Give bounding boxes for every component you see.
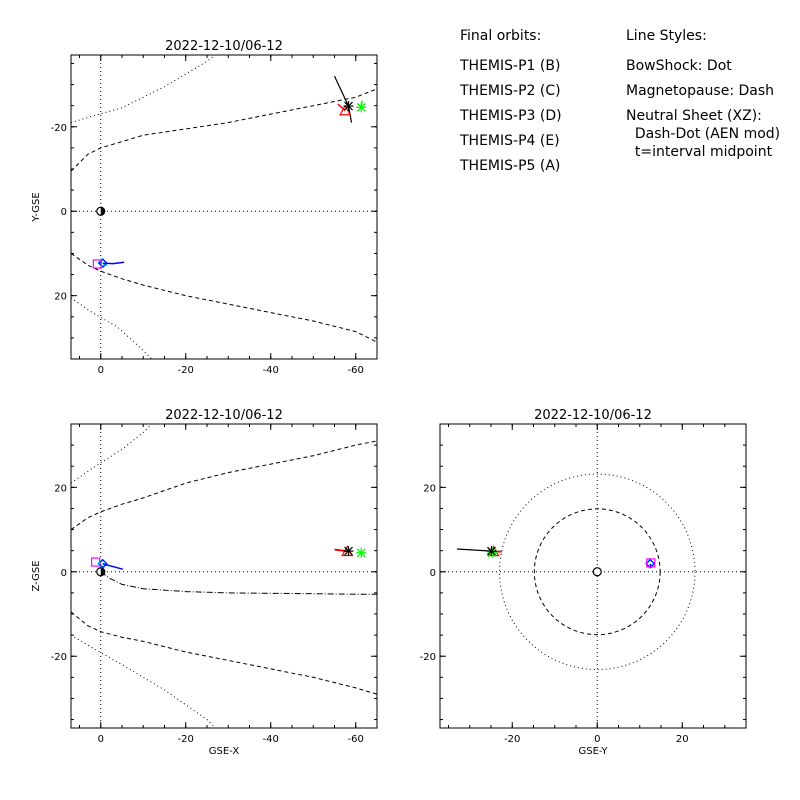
- bow-shock-line: [71, 55, 216, 124]
- x-tick-label: -20: [504, 734, 520, 745]
- probe-marker-p2: [356, 547, 367, 558]
- midpoint-stroke: [344, 101, 353, 111]
- probe-marker-p5: [91, 557, 101, 567]
- legend-style-neutral-sheet: Neutral Sheet (XZ):: [626, 108, 762, 124]
- y-tick-label: 0: [61, 207, 67, 218]
- midpoint-marker: [486, 546, 497, 557]
- legend-styles-header: Line Styles:: [626, 28, 707, 44]
- x-tick-label: -60: [348, 365, 364, 376]
- x-axis-label: GSE-X: [209, 746, 240, 757]
- probe-marker-p2: [356, 102, 367, 113]
- legend: Final orbits: Line Styles: THEMIS-P1 (B)…: [459, 28, 780, 174]
- y-tick-label: -20: [51, 123, 67, 134]
- panel-title: 2022-12-10/06-12: [165, 39, 283, 54]
- y-tick-label: 20: [423, 483, 436, 494]
- plot-frame: [70, 423, 378, 729]
- x-tick-label: 0: [594, 734, 600, 745]
- plot-area: [71, 424, 377, 728]
- midpoint-marker: [343, 546, 354, 557]
- probe-marker-p5: [92, 259, 102, 269]
- probe-marker-p2-stroke: [356, 548, 366, 558]
- earth-marker: [592, 567, 602, 577]
- x-tick-label: -40: [263, 734, 279, 745]
- probe-track-p1: [337, 103, 346, 112]
- bow-shock-line: [71, 424, 153, 484]
- neutral-sheet-line: [100, 571, 377, 595]
- x-tick-label: -60: [348, 734, 364, 745]
- legend-probe-p2: THEMIS-P2 (C): [459, 83, 561, 99]
- x-tick-label: -20: [178, 365, 194, 376]
- x-tick-label: 0: [98, 734, 104, 745]
- y-axis-label: Y-GSE: [31, 192, 42, 222]
- earth-night-side: [100, 567, 105, 576]
- x-axis-label: GSE-Y: [579, 746, 609, 757]
- panel-yz: 2022-12-10/06-12 -20 0 20 -20 0 20 GSE-Y: [420, 408, 747, 757]
- y-tick-label: -20: [420, 652, 436, 663]
- magnetopause-line: [71, 611, 377, 695]
- y-tick-label: 0: [61, 568, 67, 579]
- bow-shock-circle: [499, 473, 696, 671]
- legend-style-time-note: t=interval midpoint: [626, 144, 773, 160]
- midpoint-marker: [343, 101, 354, 112]
- probe-marker-p5: [646, 558, 656, 568]
- x-tick-label: 20: [676, 734, 689, 745]
- legend-style-bowshock: BowShock: Dot: [626, 58, 732, 74]
- legend-probe-p1: THEMIS-P1 (B): [459, 58, 560, 74]
- legend-probe-p3: THEMIS-P3 (D): [459, 108, 562, 124]
- probe-marker-p4: [98, 258, 108, 269]
- plot-area: [71, 55, 377, 359]
- x-tick-label: -20: [178, 734, 194, 745]
- earth-night-side: [100, 207, 105, 216]
- midpoint-stroke: [487, 546, 496, 556]
- panel-xz: 2022-12-10/06-12 0 -20 -40 -60 -20 0 20 GSE-X Z-G…: [31, 408, 378, 757]
- panel-xy: 2022-12-10/06-12 0 -20 -40 -60 -20 0 20 Y-GSE: [31, 39, 378, 376]
- panel-title: 2022-12-10/06-12: [534, 408, 652, 423]
- y-tick-label: 20: [54, 483, 67, 494]
- bow-shock-line: [71, 297, 153, 359]
- y-tick-label: -20: [51, 652, 67, 663]
- y-tick-label: 0: [430, 568, 436, 579]
- y-tick-label: 20: [54, 292, 67, 303]
- x-tick-label: -40: [263, 365, 279, 376]
- plot-frame: [70, 54, 378, 360]
- magnetopause-line: [71, 88, 377, 172]
- legend-probe-p4: THEMIS-P4 (E): [459, 133, 560, 149]
- probe-marker-p2-stroke: [356, 102, 366, 112]
- probe-marker-p1: [339, 104, 352, 116]
- x-tick-label: 0: [98, 365, 104, 376]
- magnetopause-circle: [533, 508, 661, 636]
- legend-orbits-header: Final orbits:: [460, 28, 541, 44]
- panel-title: 2022-12-10/06-12: [165, 408, 283, 423]
- plot-frame: [439, 423, 747, 729]
- legend-probe-p5: THEMIS-P5 (A): [459, 158, 560, 174]
- midpoint-stroke: [344, 546, 353, 556]
- y-axis-label: Z-GSE: [31, 560, 42, 591]
- interval-track: [333, 75, 353, 123]
- probe-marker-p4: [645, 558, 656, 569]
- legend-style-magnetopause: Magnetopause: Dash: [626, 83, 774, 99]
- plot-area: [440, 424, 746, 728]
- legend-style-neutral-sheet-model: Dash-Dot (AEN mod): [626, 126, 780, 142]
- bow-shock-line: [71, 634, 216, 728]
- magnetopause-line: [71, 252, 377, 343]
- magnetopause-line: [71, 440, 377, 531]
